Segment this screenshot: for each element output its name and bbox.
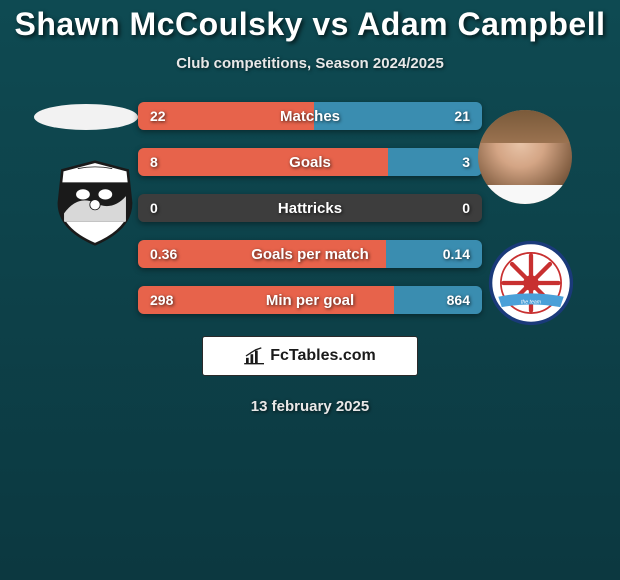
page-title: Shawn McCoulsky vs Adam Campbell xyxy=(0,0,620,43)
right-player-column: the team xyxy=(482,102,592,314)
left-player-column xyxy=(28,102,138,314)
bar-right-segment xyxy=(314,102,482,130)
player-right-club-badge: the team xyxy=(488,240,574,326)
bar-right-segment xyxy=(388,148,482,176)
stat-row: Hattricks00 xyxy=(138,194,482,222)
svg-text:the team: the team xyxy=(521,300,542,306)
comparison-panel: Matches2221 Goals83 Hattricks00 Goals per m… xyxy=(0,102,620,314)
footer-logo-text: FcTables.com xyxy=(270,347,376,365)
bar-left-segment xyxy=(138,148,388,176)
stat-row: Goals per match0.360.14 xyxy=(138,240,482,268)
stat-row: Matches2221 xyxy=(138,102,482,130)
bar-right-segment xyxy=(310,194,482,222)
subtitle: Club competitions, Season 2024/2025 xyxy=(0,55,620,72)
bar-left-segment xyxy=(138,286,394,314)
chart-icon xyxy=(244,347,266,365)
date-text: 13 february 2025 xyxy=(0,398,620,415)
stat-row: Goals83 xyxy=(138,148,482,176)
bar-left-segment xyxy=(138,194,310,222)
stat-bars: Matches2221 Goals83 Hattricks00 Goals per m… xyxy=(138,102,482,314)
bar-left-segment xyxy=(138,102,314,130)
bar-right-segment xyxy=(394,286,482,314)
player-left-club-badge xyxy=(52,160,138,246)
footer-logo: FcTables.com xyxy=(202,336,418,376)
player-right-avatar xyxy=(478,110,572,204)
player-left-avatar-placeholder xyxy=(34,104,138,130)
bar-left-segment xyxy=(138,240,386,268)
bar-right-segment xyxy=(386,240,482,268)
stat-row: Min per goal298864 xyxy=(138,286,482,314)
